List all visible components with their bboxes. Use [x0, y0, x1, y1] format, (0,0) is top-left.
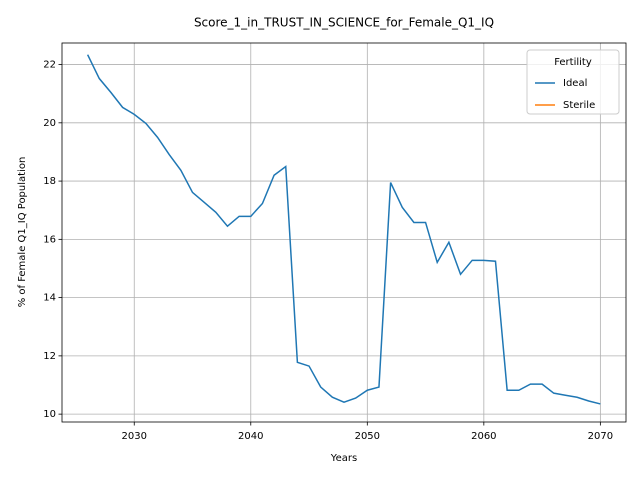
legend-box — [526, 49, 620, 115]
y-tick-label: 10 — [43, 409, 56, 420]
y-tick-label: 14 — [43, 293, 56, 304]
x-tick-label: 2040 — [238, 431, 263, 442]
legend-label: Ideal — [563, 78, 587, 89]
x-axis-label: Years — [330, 453, 357, 464]
line — [86, 54, 601, 405]
legend-title: Fertility — [554, 57, 592, 68]
x-tick-label: 2060 — [471, 431, 496, 442]
plot-frame — [61, 42, 627, 423]
chart-title: Score_1_in_TRUST_IN_SCIENCE_for_Female_Q… — [194, 16, 494, 30]
x-tick-label: 2050 — [355, 431, 380, 442]
y-tick-label: 18 — [43, 176, 56, 187]
y-tick-label: 20 — [43, 118, 56, 129]
legend: Fertility Ideal Sterile — [526, 49, 620, 115]
legend-label: Sterile — [563, 100, 595, 111]
x-tick-label: 2030 — [122, 431, 147, 442]
y-tick-label: 16 — [43, 234, 56, 245]
y-tick-label: 12 — [43, 351, 56, 362]
x-tick-label: 2070 — [588, 431, 613, 442]
y-axis-label: % of Female Q1_IQ Population — [17, 157, 28, 308]
y-tick-label: 22 — [43, 60, 56, 71]
